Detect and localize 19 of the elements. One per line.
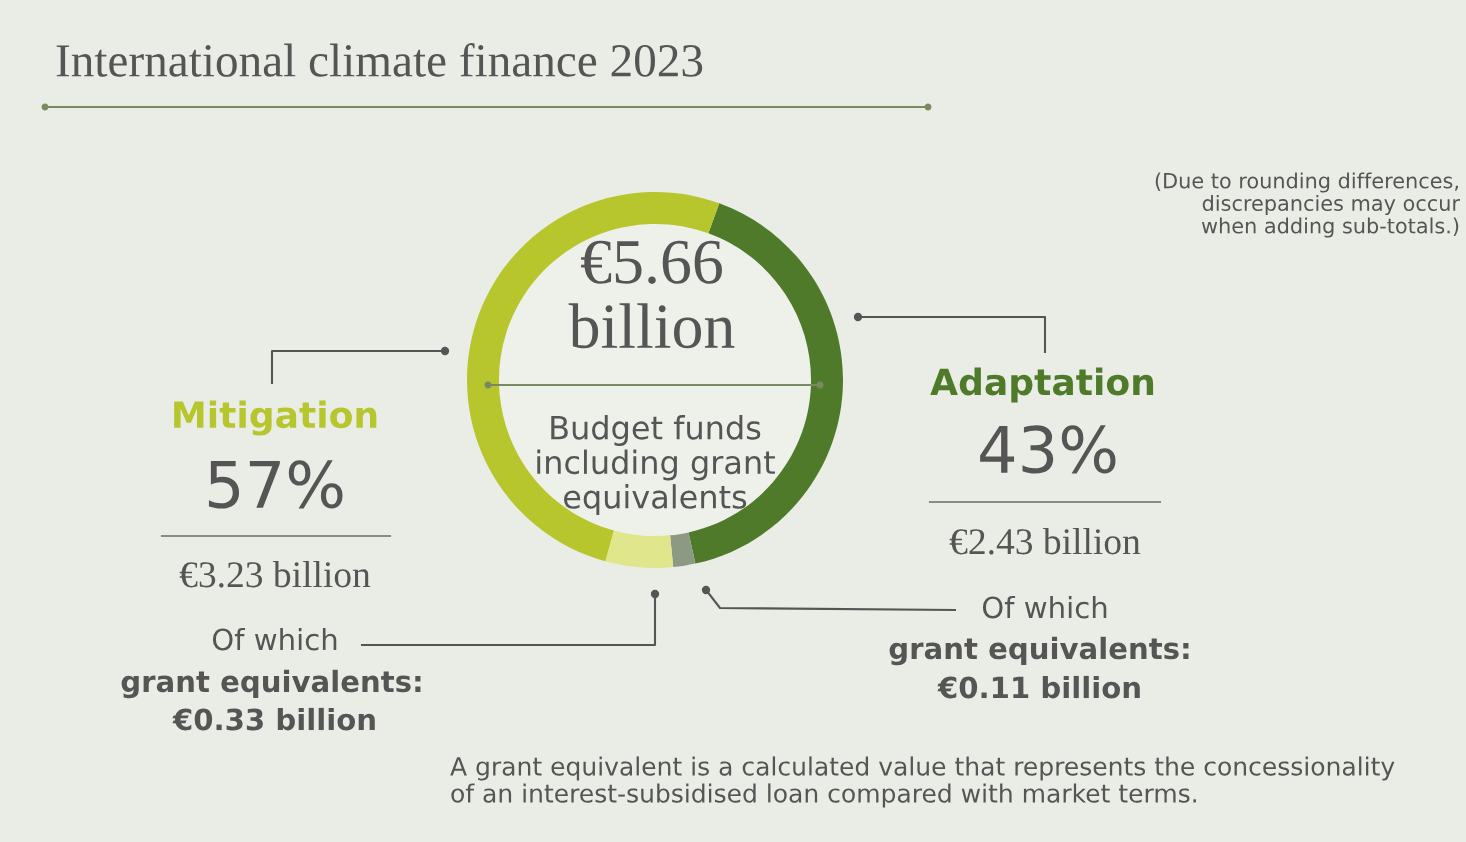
chart-title: International climate finance 2023 <box>56 43 703 77</box>
donut-slice <box>605 530 674 568</box>
text: €3.23 billion <box>179 561 371 588</box>
text: A grant equivalent is a calculated value that represents the concessionality of an interest-subsidised loan compared with market terms. <box>450 756 1395 808</box>
text: (Due to rounding differences, discrepancies may occur when adding sub-totals.) <box>1155 172 1460 238</box>
text: grant equivalents: <box>121 669 421 699</box>
text: Budget funds including grant equivalents <box>537 414 775 516</box>
text: €5.66 billion <box>568 240 735 349</box>
text: €0.33 billion <box>172 707 375 731</box>
text: Adaptation <box>930 367 1154 403</box>
text: €0.11 billion <box>937 675 1140 699</box>
text: €2.43 billion <box>949 528 1141 555</box>
text: Of which <box>212 627 337 651</box>
text: grant equivalents: <box>889 636 1189 666</box>
text: Of which <box>982 595 1107 619</box>
text: 57% <box>208 460 343 509</box>
donut-slice <box>670 532 696 568</box>
text: 43% <box>980 425 1116 474</box>
text: Mitigation <box>174 400 377 436</box>
